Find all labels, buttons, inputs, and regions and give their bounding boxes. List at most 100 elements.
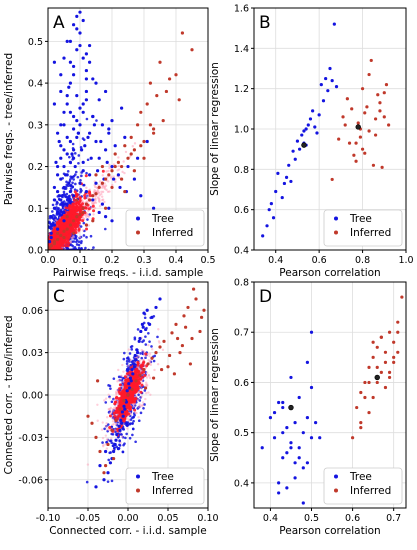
tree-point bbox=[67, 181, 71, 185]
inferred-point bbox=[158, 60, 162, 64]
inferred-spread-point bbox=[121, 170, 124, 174]
inferred-spread-point bbox=[92, 213, 95, 216]
tree-point bbox=[52, 60, 57, 64]
y-axis-label: Pairwise freqs. - tree/inferred bbox=[3, 53, 15, 205]
inferred-point bbox=[88, 194, 92, 198]
tree-point bbox=[89, 156, 93, 160]
tree-point bbox=[68, 110, 72, 114]
tree-point bbox=[82, 183, 85, 187]
inferred-point bbox=[104, 206, 108, 210]
inferred-spread-point bbox=[133, 142, 137, 145]
tree-point bbox=[122, 357, 126, 361]
inferred-point bbox=[68, 223, 72, 227]
inferred-spread-point bbox=[81, 229, 85, 232]
tree-point bbox=[52, 102, 57, 106]
tree-point bbox=[131, 359, 134, 363]
inferred-spread-point bbox=[114, 390, 118, 393]
tree-point bbox=[56, 189, 60, 194]
inferred-point bbox=[133, 408, 137, 412]
tree-point bbox=[117, 375, 121, 379]
tree-point bbox=[54, 160, 58, 164]
inferred-spread-point bbox=[87, 215, 90, 218]
inferred-spread-point bbox=[69, 240, 72, 243]
tree-point bbox=[108, 384, 112, 388]
tree-point bbox=[124, 436, 127, 440]
tree-point bbox=[82, 138, 86, 142]
inferred-spread-point bbox=[146, 352, 150, 356]
inferred-point bbox=[358, 135, 362, 139]
inferred-spread-point bbox=[98, 204, 102, 208]
tree-point bbox=[84, 246, 87, 250]
inferred-spread-point bbox=[140, 404, 144, 407]
tree-point bbox=[140, 356, 144, 360]
inferred-point bbox=[71, 227, 75, 231]
inferred-point bbox=[139, 110, 143, 114]
tree-point bbox=[109, 387, 112, 390]
tree-point bbox=[100, 123, 104, 127]
tree-point bbox=[67, 85, 71, 89]
inferred-point bbox=[140, 383, 144, 387]
tree-point bbox=[85, 171, 88, 175]
x-axis-label: Pearson correlation bbox=[279, 267, 380, 279]
inferred-point bbox=[60, 221, 64, 225]
inferred-spread-point bbox=[140, 348, 144, 352]
tree-point bbox=[75, 27, 79, 31]
tree-point bbox=[104, 148, 108, 152]
y-tick-label: 0.4 bbox=[234, 246, 249, 257]
tree-point bbox=[68, 81, 72, 85]
tree-point bbox=[49, 231, 53, 235]
tree-point bbox=[130, 348, 134, 351]
legend-inferred-label: Inferred bbox=[152, 227, 193, 239]
inferred-spread-point bbox=[107, 428, 111, 432]
tree-point bbox=[129, 422, 132, 425]
inferred-spread-point bbox=[129, 358, 132, 362]
tree-point bbox=[78, 10, 82, 14]
tree-point bbox=[75, 48, 79, 52]
tree-point bbox=[75, 240, 78, 244]
tree-point bbox=[103, 427, 106, 431]
tree-point bbox=[111, 432, 115, 436]
inferred-point bbox=[58, 247, 62, 250]
inferred-point bbox=[330, 177, 334, 182]
y-tick-label: 0.8 bbox=[234, 165, 249, 176]
tree-point bbox=[114, 430, 117, 434]
inferred-point bbox=[110, 185, 114, 190]
panel-label: A bbox=[53, 13, 65, 33]
inferred-spread-point bbox=[153, 368, 156, 372]
tree-point bbox=[101, 441, 104, 444]
tree-point bbox=[68, 160, 72, 164]
inferred-point bbox=[61, 242, 65, 246]
tree-point bbox=[79, 179, 82, 182]
tree-point bbox=[94, 181, 98, 185]
inferred-spread-point bbox=[107, 169, 110, 173]
inferred-spread-point bbox=[78, 235, 82, 239]
inferred-point bbox=[345, 97, 349, 101]
inferred-spread-point bbox=[118, 176, 121, 179]
inferred-point bbox=[132, 169, 136, 173]
y-tick-label: 0.00 bbox=[22, 391, 43, 402]
tree-point bbox=[282, 181, 286, 186]
tree-point bbox=[74, 235, 78, 238]
inferred-point bbox=[72, 198, 76, 202]
tree-point bbox=[58, 213, 62, 217]
inferred-spread-point bbox=[150, 348, 154, 351]
inferred-spread-point bbox=[132, 405, 135, 408]
tree-point bbox=[81, 160, 85, 164]
tree-point bbox=[57, 206, 60, 210]
tree-point bbox=[80, 174, 83, 178]
x-tick-label: 0.10 bbox=[197, 513, 218, 524]
tree-point bbox=[332, 22, 336, 26]
inferred-spread-point bbox=[107, 407, 110, 411]
tree-point bbox=[62, 190, 66, 194]
legend-inferred-marker bbox=[334, 230, 338, 235]
inferred-point bbox=[142, 139, 146, 144]
tree-point bbox=[60, 195, 64, 198]
inferred-point bbox=[116, 160, 120, 164]
tree-point bbox=[107, 206, 111, 210]
tree-point bbox=[83, 144, 87, 148]
inferred-spread-point bbox=[92, 201, 95, 205]
tree-point bbox=[81, 18, 85, 23]
inferred-spread-point bbox=[85, 215, 88, 219]
inferred-spread-point bbox=[76, 231, 80, 234]
inferred-point bbox=[177, 98, 181, 102]
